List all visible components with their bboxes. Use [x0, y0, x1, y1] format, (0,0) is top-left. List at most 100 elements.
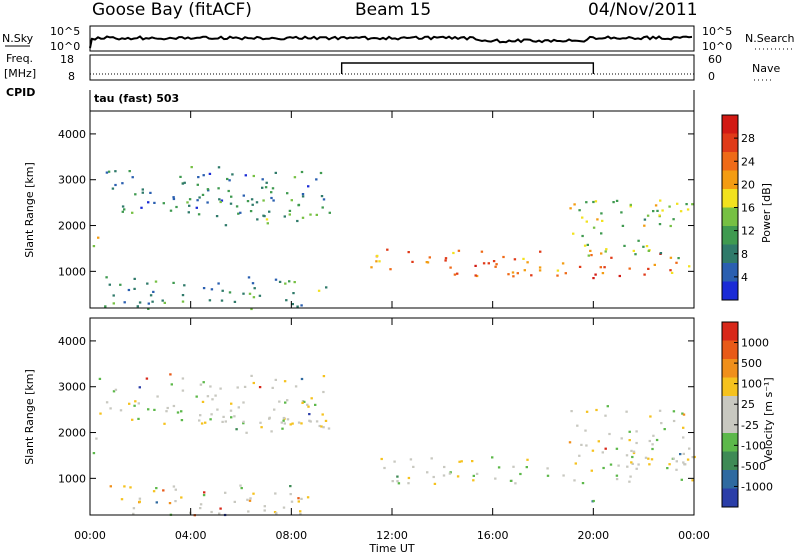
echo-cell — [268, 210, 271, 213]
echo-cell — [480, 250, 484, 253]
colorbar-segment — [722, 133, 738, 152]
echo-cell — [108, 283, 111, 286]
echo-cell — [220, 199, 224, 202]
y-tick-label: 1000 — [58, 265, 86, 278]
echo-cell — [263, 505, 266, 508]
echo-cell — [138, 386, 141, 389]
echo-cell — [284, 282, 287, 285]
echo-cell — [523, 269, 526, 272]
echo-cell — [149, 294, 153, 297]
echo-cell — [210, 413, 213, 416]
freq-tick-bottom: 8 — [68, 70, 75, 83]
echo-cell — [315, 178, 318, 181]
echo-cell — [300, 170, 304, 174]
echo-cell — [137, 402, 140, 405]
echo-cell — [652, 434, 655, 437]
echo-cell — [229, 202, 233, 205]
time-tick-label: 16:00 — [477, 529, 509, 542]
echo-cell — [211, 398, 214, 401]
echo-cell — [303, 400, 306, 403]
echo-cell — [172, 404, 176, 408]
echo-cell — [283, 380, 287, 383]
echo-cell — [147, 302, 150, 305]
time-tick-label: 08:00 — [275, 529, 307, 542]
echo-cell — [92, 452, 96, 455]
echo-cell — [261, 186, 264, 189]
echo-cell — [511, 271, 515, 274]
echo-cell — [206, 188, 210, 191]
echo-cell — [288, 280, 291, 283]
echo-cell — [127, 288, 131, 292]
echo-cell — [274, 278, 278, 281]
echo-cell — [128, 170, 131, 173]
echo-cell — [578, 454, 581, 457]
echo-cell — [448, 472, 452, 475]
echo-cell — [603, 266, 606, 269]
echo-cell — [474, 274, 477, 277]
echo-cell — [472, 474, 475, 477]
nsky-tick-top: 10^5 — [50, 25, 80, 38]
echo-cell — [539, 250, 542, 253]
echo-cell — [328, 211, 331, 214]
echo-cell — [688, 447, 691, 450]
y-tick-label: 3000 — [58, 174, 86, 187]
colorbar-tick-label: 28 — [741, 132, 755, 145]
echo-cell — [315, 213, 318, 216]
echo-cell — [199, 414, 202, 417]
echo-cell — [585, 410, 589, 413]
echo-cell — [268, 416, 271, 419]
echo-cell — [163, 422, 166, 425]
echo-cell — [221, 289, 224, 292]
echo-cell — [183, 284, 186, 287]
echo-cell — [317, 289, 321, 292]
echo-cell — [174, 500, 177, 503]
echo-cell — [208, 299, 212, 302]
echo-cell — [166, 406, 169, 410]
echo-cell — [242, 401, 245, 404]
echo-cell — [605, 248, 608, 251]
echo-cell — [632, 451, 636, 455]
echo-cell — [153, 408, 156, 411]
echo-cell — [322, 426, 325, 429]
echo-cell — [635, 430, 638, 433]
echo-cell — [288, 209, 292, 212]
echo-cell — [202, 381, 205, 384]
echo-cell — [181, 300, 185, 303]
echo-cell — [297, 497, 300, 500]
echo-cell — [222, 415, 225, 418]
echo-cell — [156, 395, 159, 398]
echo-cell — [270, 191, 273, 194]
echo-cell — [509, 479, 513, 482]
echo-cell — [301, 401, 304, 404]
echo-cell — [617, 464, 620, 467]
echo-cell — [145, 377, 149, 380]
echo-cell — [677, 257, 680, 260]
y-tick-label: 4000 — [58, 128, 86, 141]
echo-cell — [621, 224, 625, 227]
echo-cell — [497, 466, 501, 469]
echo-cell — [322, 198, 326, 201]
echo-cell — [475, 274, 479, 278]
echo-cell — [391, 480, 394, 483]
echo-cell — [407, 476, 411, 480]
echo-cell — [412, 465, 415, 468]
echo-cell — [105, 276, 108, 279]
echo-cell — [301, 216, 305, 219]
echo-cell — [648, 463, 651, 466]
echo-cell — [576, 424, 579, 427]
echo-cell — [663, 428, 666, 431]
echo-cell — [218, 198, 221, 201]
echo-cell — [252, 174, 255, 178]
y-tick-label: 2000 — [58, 220, 86, 233]
echo-cell — [286, 399, 289, 402]
velocity-echo-field — [92, 373, 696, 517]
echo-cell — [656, 209, 659, 212]
nave-tick-bottom: 0 — [708, 70, 715, 83]
echo-cell — [247, 510, 250, 513]
echo-cell — [538, 269, 542, 272]
freq-panel-frame — [89, 54, 695, 81]
echo-cell — [592, 200, 595, 204]
power-colorbar-label: Power [dB] — [760, 183, 773, 243]
echo-cell — [152, 290, 155, 293]
echo-cell — [309, 213, 312, 216]
